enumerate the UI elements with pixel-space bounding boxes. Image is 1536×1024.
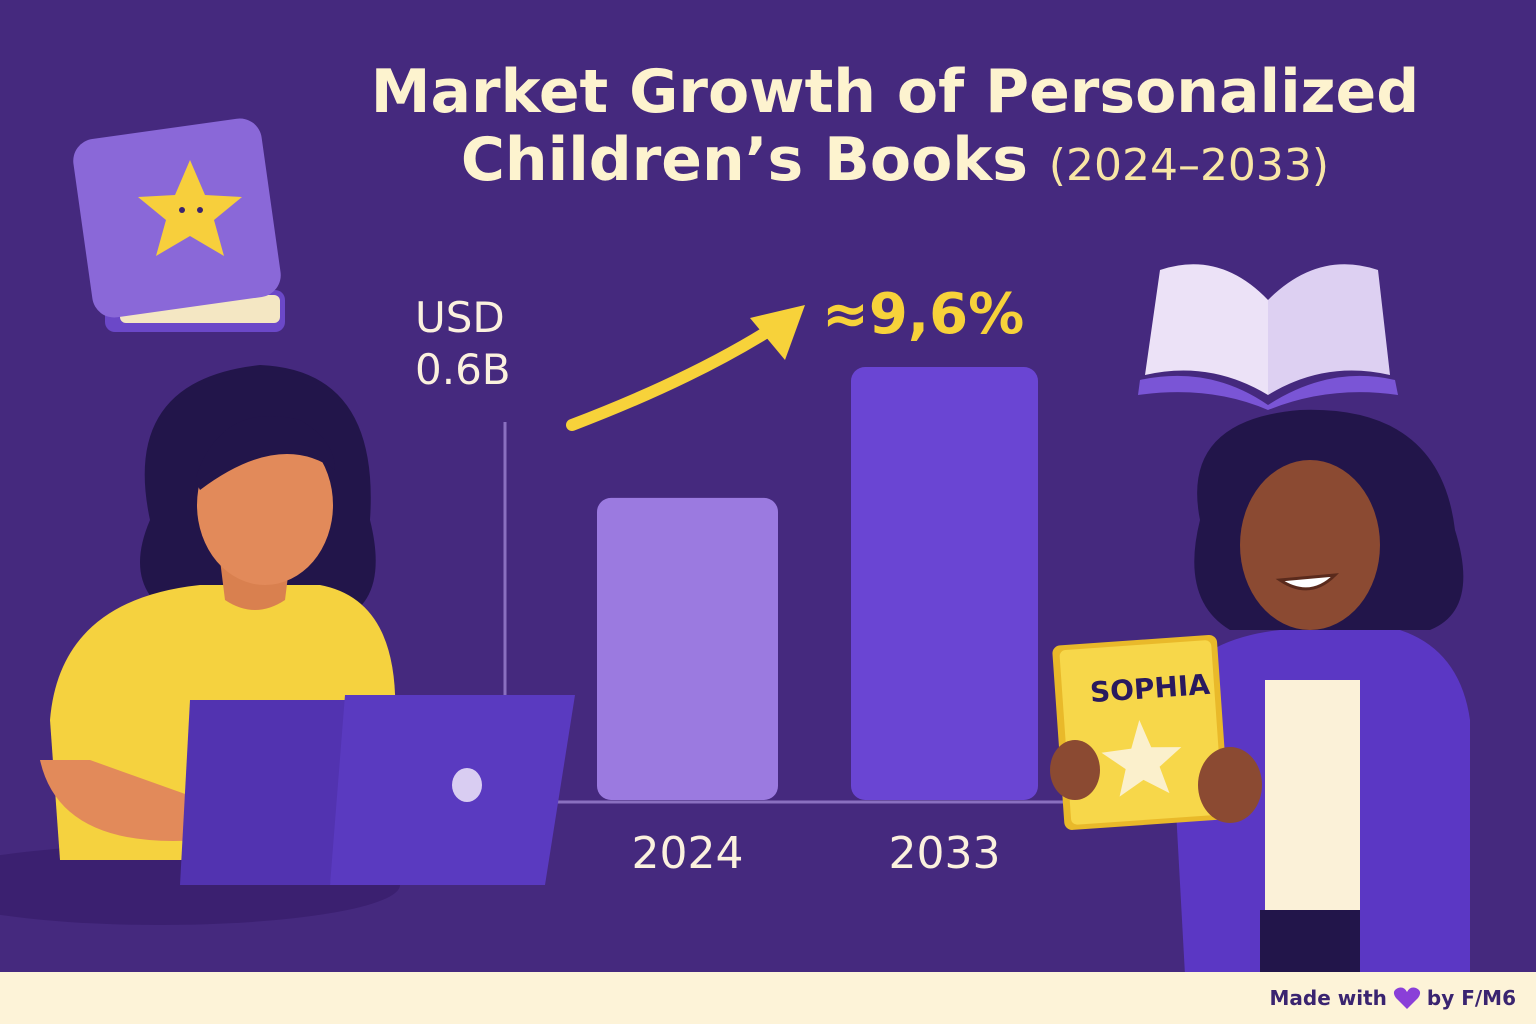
person-left bbox=[0, 365, 575, 925]
growth-arrow bbox=[566, 324, 776, 431]
bar bbox=[597, 497, 778, 800]
open-book bbox=[1138, 264, 1398, 410]
x-tick-label: 2024 bbox=[631, 828, 744, 879]
footer-after: by F/M6 bbox=[1426, 986, 1516, 1010]
footer-before: Made with bbox=[1269, 986, 1387, 1010]
person-right bbox=[1050, 409, 1470, 975]
arrow-head bbox=[750, 305, 805, 360]
x-tick-label: 2033 bbox=[888, 828, 1001, 879]
chart-title-block: Market Growth of Personalized Children’s… bbox=[295, 58, 1495, 200]
chart-title: Market Growth of Personalized Children’s… bbox=[370, 57, 1420, 195]
heart-icon bbox=[1393, 987, 1420, 1009]
star-book bbox=[73, 118, 285, 332]
bar bbox=[851, 367, 1038, 800]
value-label: USD 0.6B bbox=[415, 293, 511, 394]
footer-text: Made with by F/M6 bbox=[1270, 986, 1516, 1010]
chart-subtitle: (2024–2033) bbox=[1048, 140, 1330, 191]
annotation: ≈9,6% bbox=[822, 282, 1025, 347]
footer: Made with by F/M6 bbox=[0, 972, 1536, 1024]
